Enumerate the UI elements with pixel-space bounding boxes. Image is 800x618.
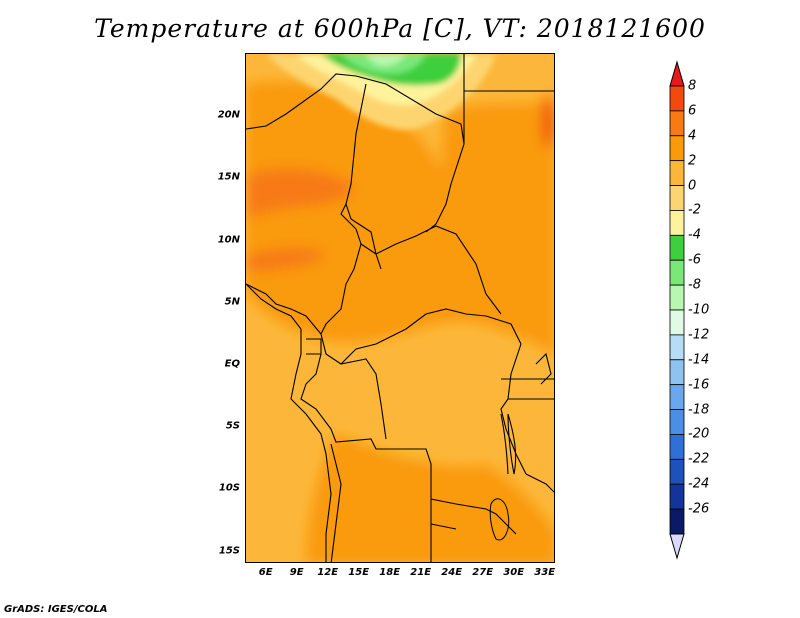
- lon-tick-label: 15E: [348, 567, 370, 578]
- colorbar-label: -24: [688, 476, 710, 492]
- colorbar-band: [669, 210, 685, 236]
- lon-tick-label: 27E: [472, 567, 494, 578]
- colorbar-label: -10: [688, 302, 710, 318]
- lon-tick-label: 24E: [441, 567, 463, 578]
- country-boundaries: [246, 54, 554, 562]
- colorbar-label: -6: [688, 252, 701, 268]
- lat-tick-label: 15N: [217, 171, 240, 183]
- colorbar-band: [669, 409, 685, 435]
- field-4-to-6-sahel: [246, 168, 352, 219]
- lon-tick-label: 6E: [258, 567, 273, 578]
- lon-tick-label: 9E: [289, 567, 304, 578]
- plot-title: Temperature at 600hPa [C], VT: 201812160…: [94, 14, 706, 43]
- colorbar: [669, 60, 685, 560]
- colorbar-band: [669, 259, 685, 286]
- lon-tick-label: 18E: [379, 567, 401, 578]
- lat-tick-label: 10S: [218, 482, 240, 494]
- colorbar-label: 8: [688, 78, 697, 94]
- colorbar-min-arrow: [669, 533, 685, 560]
- lon-tick-label: 21E: [410, 567, 432, 578]
- lat-tick-label: 20N: [217, 109, 240, 121]
- colorbar-band: [669, 85, 685, 112]
- field-east-warm: [442, 95, 554, 314]
- colorbar-band: [669, 135, 685, 162]
- colorbar-band: [669, 185, 685, 211]
- colorbar-label: -22: [688, 451, 710, 467]
- colorbar-label: -18: [688, 402, 710, 418]
- map-panel[interactable]: [245, 53, 555, 563]
- footer-credit: GrADS: IGES/COLA: [4, 604, 108, 615]
- colorbar-band: [669, 483, 685, 510]
- field-4-to-6-west: [246, 248, 326, 272]
- lon-tick-label: 30E: [503, 567, 525, 578]
- colorbar-label: -8: [688, 277, 701, 293]
- colorbar-band: [669, 434, 685, 460]
- colorbar-band: [669, 384, 685, 410]
- colorbar-band: [669, 359, 685, 386]
- colorbar-label: -20: [688, 426, 710, 442]
- field-6-to-8-east: [542, 94, 554, 149]
- lat-tick-label: 15S: [218, 545, 240, 557]
- colorbar-band: [669, 234, 685, 261]
- colorbar-band: [669, 458, 685, 485]
- colorbar-label: 4: [688, 128, 697, 144]
- colorbar-band: [669, 508, 685, 535]
- temperature-field-map: [246, 54, 554, 562]
- colorbar-band: [669, 334, 685, 361]
- colorbar-label: -26: [688, 501, 710, 517]
- colorbar-label: -14: [688, 352, 710, 368]
- colorbar-label: -4: [688, 227, 701, 243]
- lat-tick-label: 5S: [225, 420, 240, 432]
- field-minus10-to-minus8: [366, 54, 406, 66]
- lake-malawi-outline: [489, 498, 510, 541]
- atlantic-coastline: [246, 283, 332, 562]
- colorbar-label: 2: [688, 153, 697, 169]
- colorbar-band: [669, 284, 685, 311]
- field-south-warm: [306, 434, 554, 562]
- lat-tick-label: 10N: [217, 234, 240, 246]
- colorbar-band: [669, 110, 685, 137]
- colorbar-band: [669, 160, 685, 186]
- colorbar-label: -12: [688, 327, 710, 343]
- colorbar-label: -2: [688, 202, 701, 218]
- colorbar-label: -16: [688, 377, 710, 393]
- colorbar-max-arrow: [669, 60, 685, 87]
- lon-tick-label: 12E: [317, 567, 339, 578]
- colorbar-label: 0: [688, 178, 697, 194]
- lat-tick-label: EQ: [224, 358, 240, 370]
- lon-tick-label: 33E: [534, 567, 556, 578]
- colorbar-label: 6: [688, 103, 697, 119]
- colorbar-band: [669, 309, 685, 336]
- lat-tick-label: 5N: [224, 296, 240, 308]
